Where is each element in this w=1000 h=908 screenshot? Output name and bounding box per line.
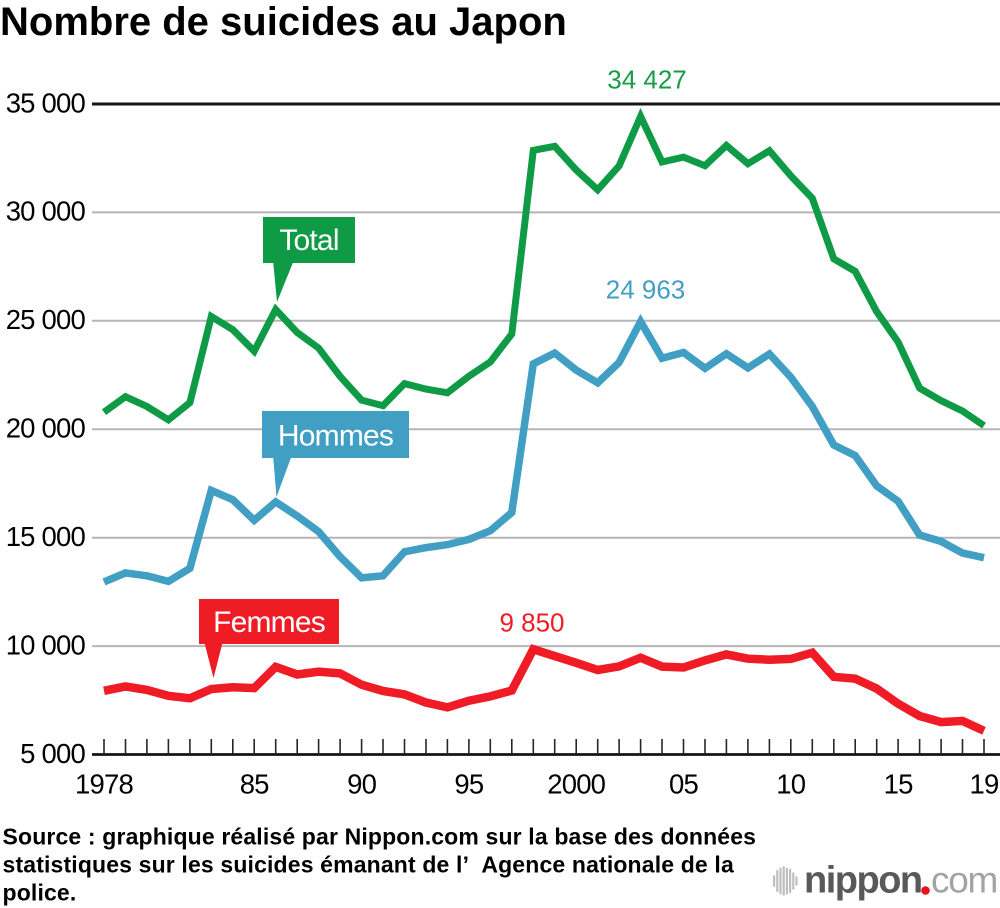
svg-text:35 000: 35 000	[6, 87, 86, 118]
svg-text:Nombre de suicides au Japon: Nombre de suicides au Japon	[0, 0, 567, 44]
svg-text:95: 95	[454, 769, 483, 800]
svg-text:Hommes: Hommes	[278, 420, 393, 453]
svg-text:34 427: 34 427	[607, 64, 687, 94]
svg-text:15 000: 15 000	[6, 521, 86, 552]
svg-text:com: com	[931, 860, 997, 901]
svg-text:15: 15	[884, 769, 913, 800]
svg-text:25 000: 25 000	[6, 304, 86, 335]
svg-text:9 850: 9 850	[499, 607, 564, 637]
svg-text:20 000: 20 000	[6, 413, 86, 444]
svg-text:statistiques sur les suicides: statistiques sur les suicides émanant de…	[3, 852, 734, 878]
svg-text:30 000: 30 000	[6, 196, 86, 227]
svg-text:90: 90	[347, 769, 376, 800]
svg-text:19: 19	[970, 769, 999, 800]
svg-text:05: 05	[669, 769, 698, 800]
svg-text:85: 85	[240, 769, 269, 800]
svg-text:24 963: 24 963	[606, 274, 686, 304]
svg-text:nippon: nippon	[804, 860, 922, 902]
svg-text:10: 10	[776, 769, 805, 800]
svg-text:Source : graphique réalisé par: Source : graphique réalisé par Nippon.co…	[3, 824, 757, 850]
svg-text:2000: 2000	[547, 769, 605, 800]
svg-text:5 000: 5 000	[20, 738, 85, 769]
svg-text:police.: police.	[3, 880, 77, 906]
svg-text:10 000: 10 000	[6, 629, 86, 660]
svg-text:Total: Total	[279, 224, 338, 257]
svg-text:Femmes: Femmes	[213, 606, 325, 639]
svg-text:1978: 1978	[75, 769, 133, 800]
